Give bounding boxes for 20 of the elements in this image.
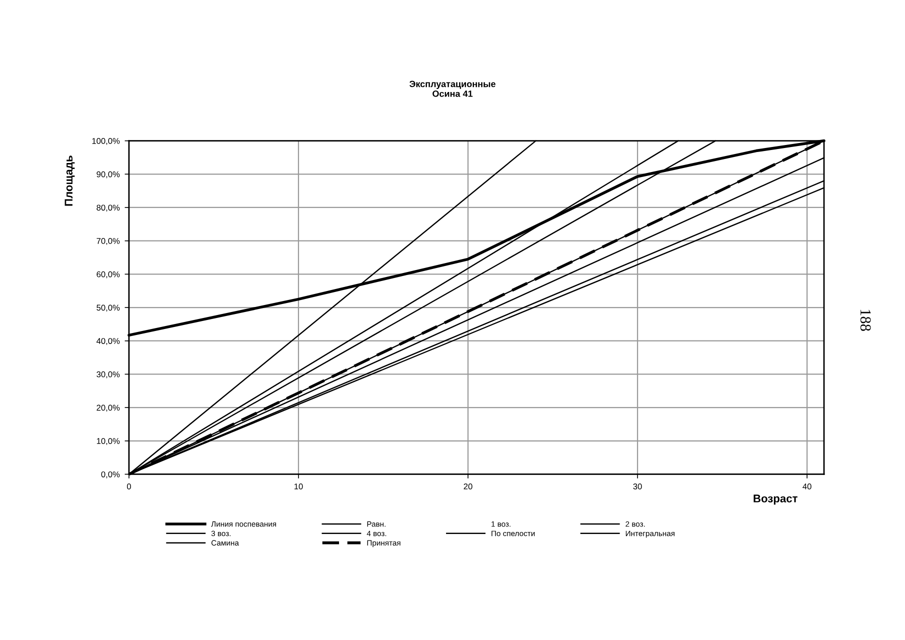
chart-title: Эксплуатационные Осина 41 bbox=[409, 80, 496, 97]
y-tick-label: 80,0% bbox=[96, 204, 120, 212]
y-tick-label: 30,0% bbox=[96, 371, 120, 378]
y-tick-label: 20,0% bbox=[96, 404, 120, 412]
x-tick-label: 20 bbox=[464, 483, 472, 490]
x-tick-label: 30 bbox=[633, 483, 642, 490]
y-tick-label: 100,0% bbox=[92, 138, 120, 145]
y-tick-label: 60,0% bbox=[96, 271, 120, 278]
text: 188 bbox=[860, 310, 871, 331]
x-tick-label: 40 bbox=[802, 483, 812, 490]
y-tick-label: 10,0% bbox=[96, 438, 120, 445]
x-tick-label: 10 bbox=[294, 483, 303, 490]
y-tick-label: 50,0% bbox=[96, 304, 120, 312]
y-tick-label: 0,0% bbox=[101, 471, 120, 478]
y-axis-title: Площадь bbox=[64, 156, 75, 206]
x-tick-label: 0 bbox=[126, 483, 131, 490]
x-axis-title: Возраст bbox=[754, 494, 798, 505]
y-tick-label: 90,0% bbox=[96, 171, 120, 178]
y-tick-label: 40,0% bbox=[96, 338, 120, 345]
y-tick-label: 70,0% bbox=[96, 238, 120, 245]
